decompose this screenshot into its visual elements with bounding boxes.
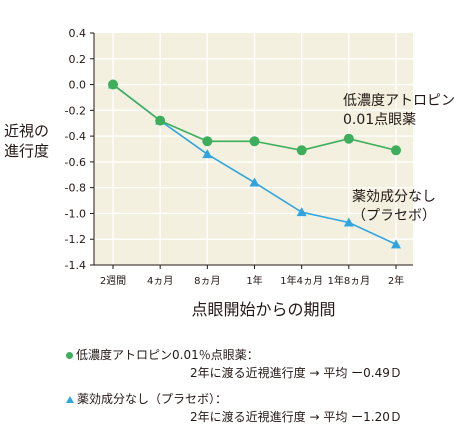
x-tick-label: 1年 [246, 274, 262, 287]
legend-placebo-label: 薬効成分なし（プラセボ）： [77, 392, 228, 406]
data-point-triangle [249, 177, 260, 187]
y-tick-label: -1.2 [65, 233, 86, 246]
data-point-circle [391, 145, 401, 156]
y-tick-label: -0.2 [65, 104, 86, 117]
y-tick-label: -0.4 [65, 130, 86, 143]
legend-placebo: 薬効成分なし（プラセボ）： 2年に渡る近視進行度 → 平均 ー1.20Ｄ [66, 390, 402, 426]
y-tick-label: 0.4 [69, 27, 87, 40]
x-tick-label: 2年 [388, 274, 404, 287]
placebo-annotation-line1: 薬効成分なし [352, 189, 436, 205]
legend-atropine: 低濃度アトロピン0.01％点眼薬： 2年に渡る近視進行度 → 平均 ー0.49Ｄ [66, 346, 402, 382]
data-point-triangle [296, 207, 307, 217]
y-axis-label: 近視の 進行度 [4, 121, 49, 161]
x-tick-label: 1年8ヵ月 [327, 274, 370, 287]
y-tick-label: 0.2 [69, 53, 87, 66]
data-point-circle [296, 145, 307, 156]
legend-placebo-detail: 2年に渡る近視進行度 → 平均 ー1.20Ｄ [190, 410, 402, 424]
data-point-triangle [343, 217, 354, 227]
y-tick-label: 0.0 [69, 79, 87, 92]
y-tick-label: -0.8 [65, 182, 86, 195]
circle-marker-icon [66, 352, 73, 359]
triangle-marker-icon [66, 396, 74, 403]
y-tick-label: -1.0 [65, 207, 86, 220]
data-point-triangle [391, 239, 401, 249]
plot-area [94, 33, 413, 265]
legend-atropine-detail: 2年に渡る近視進行度 → 平均 ー0.49Ｄ [190, 366, 402, 380]
data-point-circle [249, 136, 260, 147]
atropine-annotation-line2: 0.01点眼薬 [343, 112, 417, 128]
y-tick-label: -1.4 [65, 259, 86, 272]
atropine-annotation: 低濃度アトロピン 0.01点眼薬 [343, 92, 455, 130]
data-point-circle [202, 136, 213, 147]
placebo-annotation-line2: （プラセボ） [352, 208, 436, 224]
data-point-circle [155, 115, 166, 126]
y-axis-label-line1: 近視の [4, 122, 50, 140]
data-point-circle [108, 79, 118, 90]
x-tick-label: 1年4ヵ月 [280, 274, 323, 287]
placebo-annotation: 薬効成分なし （プラセボ） [352, 188, 436, 226]
legend-atropine-label: 低濃度アトロピン0.01％点眼薬： [76, 348, 259, 362]
data-point-triangle [202, 149, 213, 159]
atropine-annotation-line1: 低濃度アトロピン [343, 93, 455, 109]
x-axis-label: 点眼開始からの期間 [191, 300, 336, 319]
x-tick-label: 2週間 [100, 275, 126, 287]
data-point-circle [343, 133, 354, 144]
y-axis-label-line2: 進行度 [4, 142, 50, 160]
x-tick-label: 8ヵ月 [194, 275, 220, 287]
x-tick-label: 4ヵ月 [147, 275, 173, 287]
y-tick-label: -0.6 [65, 156, 86, 169]
